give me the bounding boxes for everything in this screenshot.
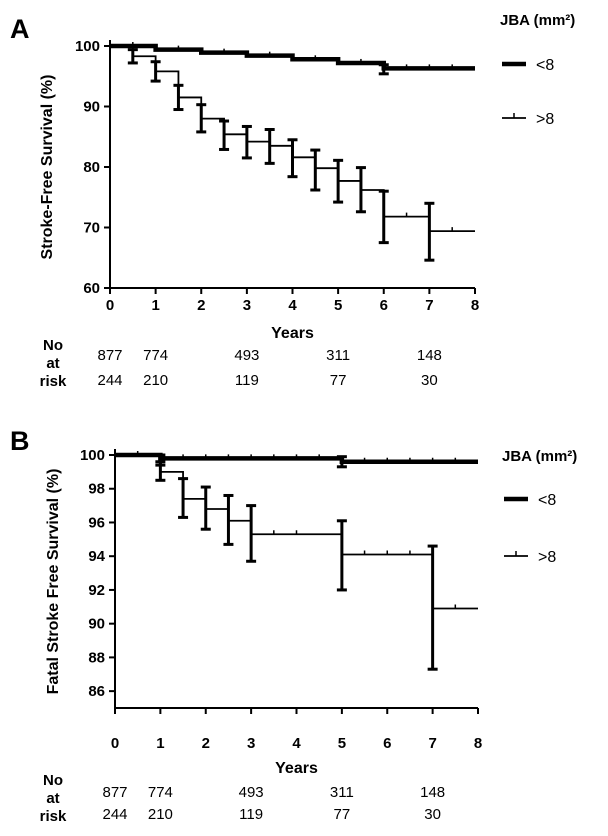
risk-table-value: 210 (148, 806, 173, 823)
x-tick-label: 5 (338, 735, 346, 752)
risk-table-value: 119 (239, 806, 263, 823)
risk-table-header: at (46, 355, 59, 372)
risk-table-header: risk (40, 808, 67, 825)
x-tick-label: 6 (380, 297, 388, 314)
y-tick-label: 70 (83, 220, 100, 237)
risk-table-value: 493 (234, 347, 259, 364)
y-axis-label: Fatal Stroke Free Survival (%) (45, 469, 62, 695)
x-tick-label: 2 (202, 735, 210, 752)
risk-table-value: 244 (97, 372, 122, 389)
panel-a: A 60 70 80 90 100 0 1 2 3 4 5 6 7 8 Stroke-Free Surviva… (0, 0, 608, 410)
x-tick-label: 2 (197, 297, 205, 314)
risk-table-value: 119 (235, 372, 259, 389)
y-tick-label: 90 (83, 99, 100, 116)
x-tick-label: 7 (425, 297, 433, 314)
x-tick-label: 0 (111, 735, 119, 752)
x-tick-label: 0 (106, 297, 114, 314)
x-tick-label: 5 (334, 297, 342, 314)
risk-table-value: 311 (330, 784, 354, 801)
risk-table-value: 148 (417, 347, 442, 364)
y-tick-label: 98 (88, 481, 105, 498)
y-axis-label: Stroke-Free Survival (%) (39, 75, 56, 260)
y-tick-label: 90 (88, 616, 105, 633)
risk-table-value: 210 (143, 372, 168, 389)
risk-table-header: No (43, 772, 63, 789)
km-chart-b: B 86 88 90 92 94 96 98 100 0 1 2 3 4 5 6 7 8 Fatal Stroke … (10, 426, 577, 825)
y-tick-label: 100 (75, 38, 100, 55)
y-tick-label: 100 (80, 447, 105, 464)
risk-table-value: 30 (421, 372, 438, 389)
risk-table-value: 877 (102, 784, 127, 801)
x-tick-label: 6 (383, 735, 391, 752)
x-tick-label: 4 (292, 735, 301, 752)
legend-label-lt8: <8 (536, 57, 554, 74)
panel-label: B (10, 426, 30, 456)
y-tick-label: 96 (88, 514, 105, 531)
x-tick-label: 1 (156, 735, 164, 752)
legend-label-lt8: <8 (538, 492, 556, 509)
x-tick-label: 3 (243, 297, 251, 314)
risk-table-value: 774 (143, 347, 168, 364)
risk-table-value: 774 (148, 784, 173, 801)
risk-table-header: No (43, 337, 63, 354)
y-tick-label: 86 (88, 683, 105, 700)
survival-curve-lt8 (110, 43, 475, 71)
y-tick-label: 94 (88, 548, 105, 565)
legend-title: JBA (mm²) (500, 12, 575, 29)
x-axis-label: Years (271, 325, 314, 342)
y-tick-label: 80 (83, 159, 100, 176)
y-tick-label: 88 (88, 649, 105, 666)
risk-table-value: 311 (326, 347, 350, 364)
risk-table-header: risk (40, 373, 67, 390)
risk-table-value: 77 (330, 372, 347, 389)
x-tick-label: 8 (474, 735, 482, 752)
risk-table-value: 77 (334, 806, 351, 823)
risk-table-value: 877 (97, 347, 122, 364)
y-tick-label: 92 (88, 582, 105, 599)
risk-table-value: 493 (239, 784, 264, 801)
x-tick-label: 7 (428, 735, 436, 752)
x-tick-label: 4 (288, 297, 297, 314)
x-tick-label: 1 (151, 297, 159, 314)
y-tick-label: 60 (83, 280, 100, 297)
legend-title: JBA (mm²) (502, 448, 577, 465)
x-tick-label: 8 (471, 297, 479, 314)
risk-table-value: 244 (102, 806, 127, 823)
x-axis-label: Years (275, 760, 318, 777)
risk-table-value: 148 (420, 784, 445, 801)
panel-label: A (10, 14, 30, 44)
km-chart-a: A 60 70 80 90 100 0 1 2 3 4 5 6 7 8 Stroke-Free Surviva… (10, 12, 575, 390)
legend-label-gt8: >8 (536, 111, 554, 128)
x-tick-label: 3 (247, 735, 255, 752)
legend-label-gt8: >8 (538, 549, 556, 566)
panel-b: B 86 88 90 92 94 96 98 100 0 1 2 3 4 5 6 7 8 Fatal Stroke … (0, 410, 608, 836)
risk-table-value: 30 (424, 806, 441, 823)
risk-table-header: at (46, 790, 59, 807)
